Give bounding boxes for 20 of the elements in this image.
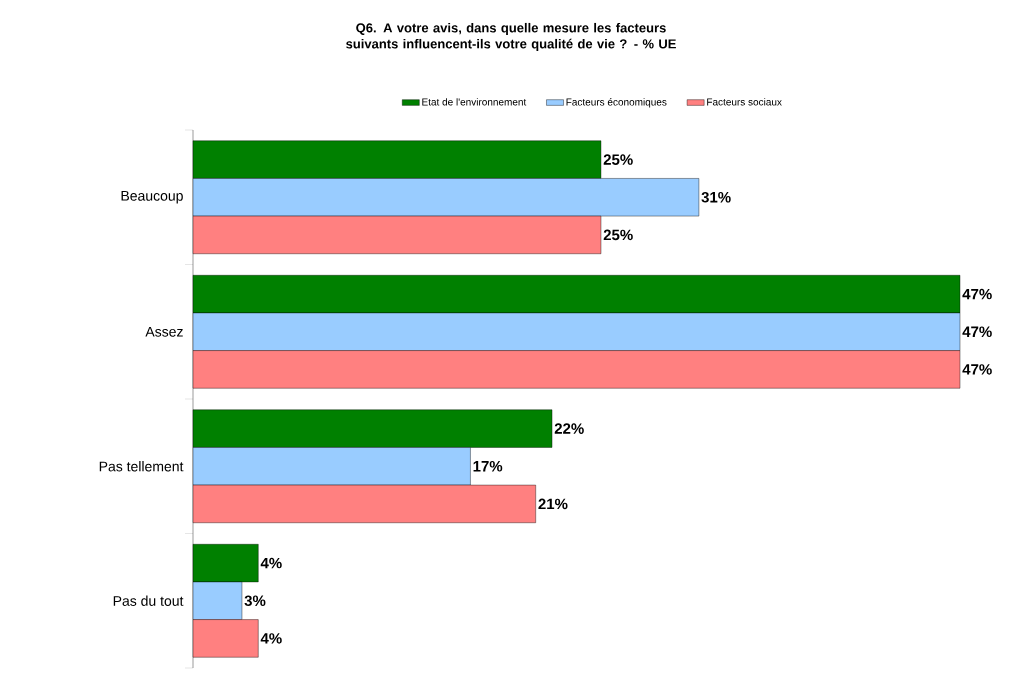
data-label: 3% (244, 595, 266, 607)
legend-label: Facteurs économiques (566, 98, 667, 108)
y-tick-label: Assez (145, 326, 183, 337)
y-tick-label: Pas du tout (113, 595, 184, 606)
data-label: 22% (554, 423, 584, 434)
data-label: 47% (962, 288, 992, 300)
y-tick-label: Beaucoup (121, 190, 183, 204)
legend-label: Etat de l'environnement (422, 98, 527, 106)
chart-title: Q6. A votre avis, dans quelle mesure les facteurs suivants influencent-ils votre qualité de vie ? - % UE (346, 22, 676, 52)
data-label: 25% (603, 154, 633, 165)
data-label: 25% (603, 229, 633, 241)
y-tick-label: Pas tellement (99, 461, 184, 472)
data-label: 47% (962, 364, 992, 375)
data-label: 31% (701, 191, 731, 203)
data-label: 4% (260, 557, 282, 569)
data-label: 4% (260, 633, 282, 644)
legend-label: Facteurs sociaux (707, 98, 782, 106)
data-label: 21% (538, 498, 568, 510)
data-label: 17% (473, 460, 503, 472)
data-label: 47% (962, 326, 992, 338)
